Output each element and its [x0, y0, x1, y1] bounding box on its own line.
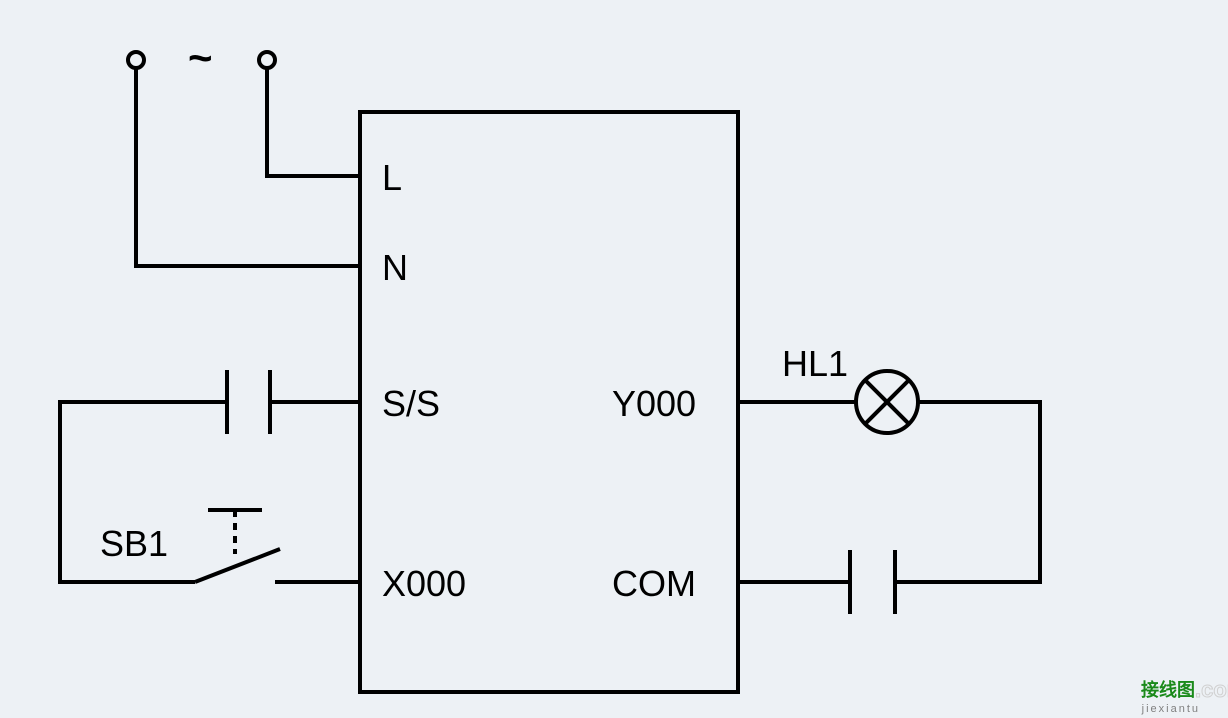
watermark-main: 接线图	[1141, 679, 1195, 700]
terminal-label-com: COM	[612, 563, 696, 604]
watermark-sub: jiexiantu	[1141, 703, 1200, 715]
terminal-label-l: L	[382, 157, 402, 198]
watermark-com: .com	[1195, 677, 1228, 702]
plc-wiring-diagram: L N S/S X000 Y000 COM ~ SB1 HL1 .com 接线图	[0, 0, 1228, 718]
label-sb1: SB1	[100, 523, 168, 564]
terminal-label-y000: Y000	[612, 383, 696, 424]
label-hl1: HL1	[782, 343, 848, 384]
terminal-label-ss: S/S	[382, 383, 440, 424]
diagram-background	[0, 0, 1228, 718]
ac-symbol-icon: ~	[188, 34, 213, 81]
terminal-label-x000: X000	[382, 563, 466, 604]
terminal-label-n: N	[382, 247, 408, 288]
